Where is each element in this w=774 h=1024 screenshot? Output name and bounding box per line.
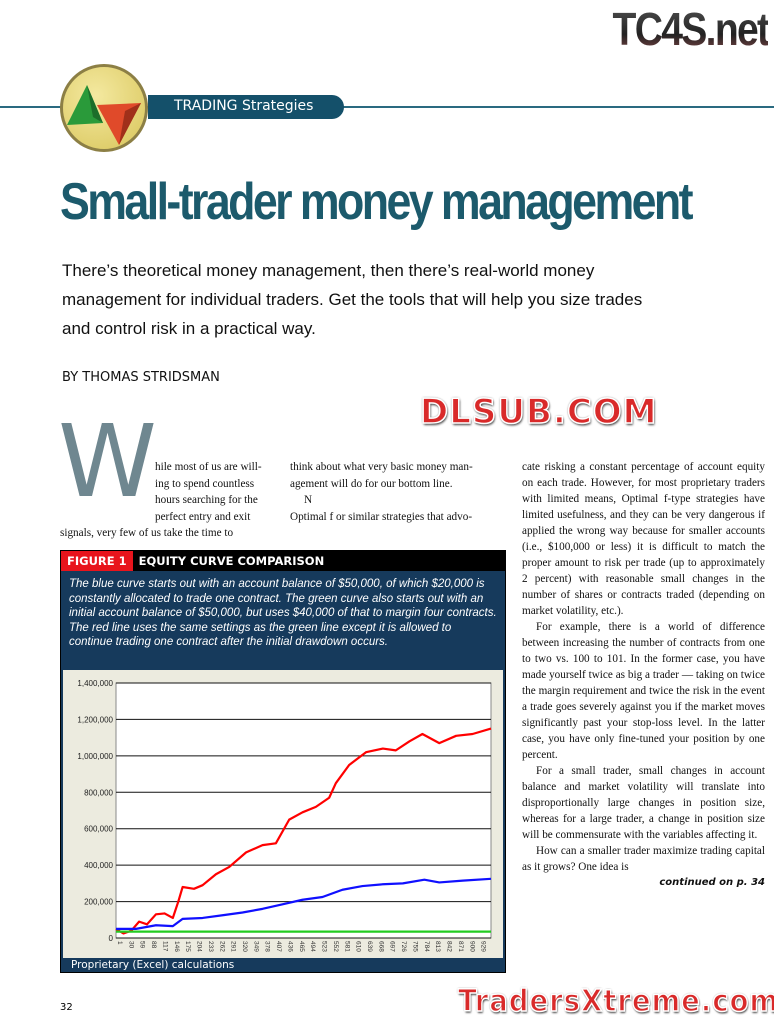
text-line: hours searching for the	[155, 494, 258, 506]
x-tick-label: 1	[116, 941, 123, 945]
x-tick-label: 900	[468, 941, 475, 952]
x-tick-label: 146	[173, 941, 180, 952]
text-line: agement will do for our bottom line.	[290, 477, 453, 490]
series-line-1	[116, 877, 492, 930]
x-tick-label: 88	[150, 941, 157, 949]
y-tick-label: 1,400,000	[77, 679, 113, 688]
y-tick-label: 200,000	[84, 898, 113, 907]
y-tick-label: 800,000	[84, 788, 113, 797]
y-tick-label: 600,000	[84, 825, 113, 834]
column-2: think about what very basic money man- a…	[290, 459, 506, 525]
x-tick-label: 175	[184, 941, 191, 952]
tradersxtreme-watermark: TradersXtreme.com	[457, 983, 774, 1020]
article-deck: There’s theoretical money management, th…	[62, 261, 643, 338]
x-tick-label: 697	[389, 941, 396, 952]
y-tick-label: 400,000	[84, 861, 113, 870]
x-tick-label: 929	[480, 941, 487, 952]
x-tick-label: 30	[127, 941, 134, 949]
text-line: think about what very basic money man-	[290, 461, 473, 473]
y-tick-label: 1,200,000	[77, 715, 113, 724]
column-1-tail: signals, very few of us take the time to	[60, 525, 277, 542]
text-line: perfect entry and exit	[155, 510, 251, 523]
text-line: N	[304, 494, 313, 506]
x-tick-label: 784	[423, 941, 430, 952]
y-tick-label: 0	[109, 934, 114, 943]
tc4s-watermark: TC4S.net	[612, 3, 770, 55]
figure-number: FIGURE 1	[61, 551, 133, 571]
x-tick-label: 842	[446, 941, 453, 952]
figure-source: Proprietary (Excel) calculations	[71, 959, 235, 971]
x-tick-label: 233	[207, 941, 214, 952]
series-line-0	[115, 727, 492, 935]
figure-1: FIGURE 1 EQUITY CURVE COMPARISON The blu…	[60, 550, 506, 973]
x-tick-label: 639	[366, 941, 373, 952]
article-title: Small-trader money management	[60, 173, 694, 231]
x-tick-label: 378	[264, 941, 271, 952]
page-number: 32	[60, 1002, 73, 1013]
x-tick-label: 523	[321, 941, 328, 952]
x-tick-label: 291	[230, 941, 237, 952]
section-logo-icon	[60, 64, 148, 152]
equity-chart: 0 200,000 400,000 600,000 800,000 1,000,000 1,…	[63, 670, 503, 958]
dlsub-watermark: DLSUB.COM	[419, 391, 658, 433]
x-tick-label: 494	[309, 941, 316, 952]
continued-note: continued on p. 34	[659, 877, 765, 888]
x-tick-label: 262	[218, 941, 225, 952]
x-tick-label: 204	[196, 941, 203, 952]
x-tick-label: 465	[298, 941, 305, 952]
x-tick-label: 552	[332, 941, 339, 952]
x-tick-label: 59	[139, 941, 146, 949]
x-tick-label: 813	[434, 941, 441, 952]
figure-title: EQUITY CURVE COMPARISON	[138, 554, 325, 568]
text-line: ing to spend countless	[155, 477, 255, 490]
text-line: hile most of us are will-	[155, 461, 262, 473]
x-tick-label: 407	[275, 941, 282, 952]
text-line: signals, very few of us take the time to	[60, 527, 234, 539]
column-3: cate risking a constant percentage of ac…	[522, 459, 765, 888]
x-tick-label: 117	[161, 941, 168, 952]
header-rule	[0, 106, 774, 108]
figure-caption: The blue curve starts out with an accoun…	[69, 578, 497, 648]
y-tick-label: 1,000,000	[77, 752, 113, 761]
figure-header: FIGURE 1 EQUITY CURVE COMPARISON	[61, 551, 505, 571]
x-tick-label: 581	[343, 941, 350, 952]
column-1: hile most of us are will- ing to spend c…	[155, 459, 277, 525]
x-tick-label: 349	[252, 941, 259, 952]
byline: BY THOMAS STRIDSMAN	[62, 370, 220, 385]
section-tab: TRADING Strategies	[148, 95, 344, 119]
x-tick-label: 726	[400, 941, 407, 952]
x-tick-label: 320	[241, 941, 248, 952]
paragraph: For a small trader, small changes in acc…	[522, 765, 765, 841]
paragraph: How can a smaller trader maximize tradin…	[522, 845, 765, 873]
plot-area	[115, 682, 492, 939]
paragraph: For example, there is a world of differe…	[522, 621, 765, 761]
x-tick-label: 755	[411, 941, 418, 952]
x-tick-label: 668	[377, 941, 384, 952]
paragraph: cate risking a constant percentage of ac…	[522, 461, 765, 617]
x-tick-label: 610	[355, 941, 362, 952]
x-tick-label: 436	[286, 941, 293, 952]
drop-cap: W	[58, 403, 157, 520]
x-tick-label: 871	[457, 941, 464, 952]
text-line: Optimal f or similar strategies that adv…	[290, 510, 473, 523]
